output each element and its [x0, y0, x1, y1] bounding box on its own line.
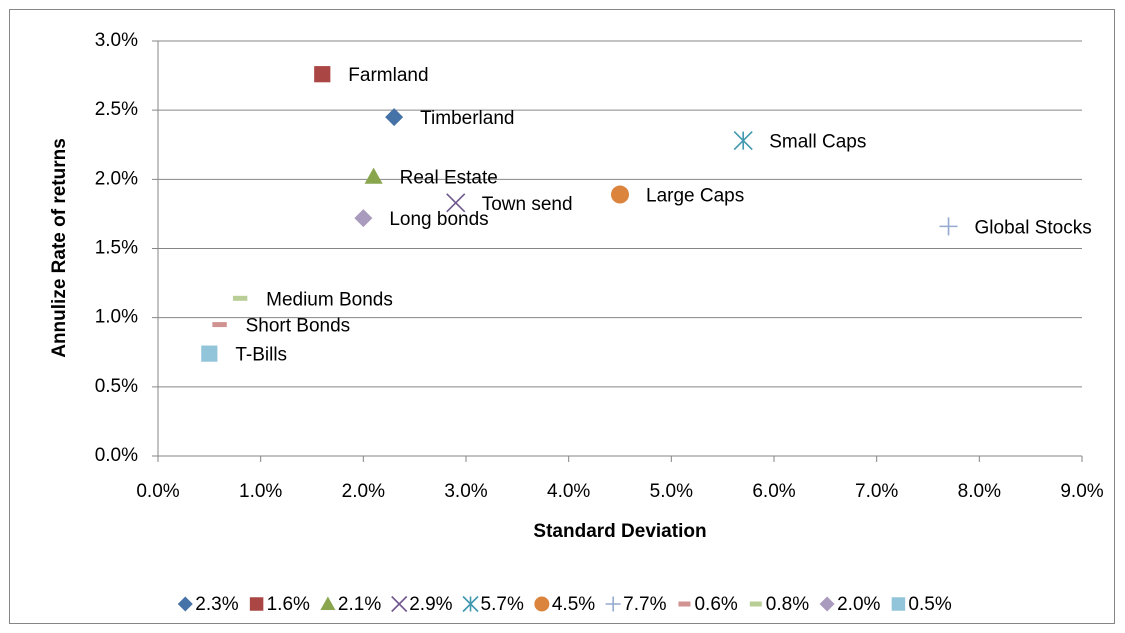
marker-shape [733, 131, 753, 151]
legend-label: 2.9% [409, 594, 452, 615]
marker [939, 217, 958, 236]
marker [320, 596, 336, 610]
y-axis-title: Annulize Rate of returns [49, 138, 70, 358]
x-tick-label: 8.0% [958, 481, 1001, 502]
marker [201, 345, 218, 362]
x-tick-label: 4.0% [547, 481, 590, 502]
legend-label: 0.6% [694, 594, 737, 615]
marker [891, 597, 906, 611]
data-label: Large Caps [646, 186, 744, 207]
x-tick-label: 1.0% [239, 481, 282, 502]
marker-shape [177, 596, 193, 612]
marker [314, 66, 331, 83]
marker [611, 185, 629, 204]
y-tick-label: 2.5% [95, 99, 138, 120]
marker-shape [749, 601, 762, 607]
data-label: Town send [482, 194, 573, 215]
data-label: Small Caps [769, 132, 866, 153]
x-tick-label: 0.0% [136, 481, 179, 502]
marker [446, 193, 466, 213]
marker [177, 596, 193, 612]
marker-shape [249, 597, 264, 611]
x-tick-label: 3.0% [444, 481, 487, 502]
marker-shape [201, 345, 218, 362]
legend-label: 0.8% [766, 594, 809, 615]
chart-border [9, 9, 1115, 624]
legend-label: 2.0% [837, 594, 880, 615]
legend: 2.3% 1.6% 2.1% 2.9% 5.7% 4.5% 7.7% 0.6% 0.8% 2.0%… [177, 594, 952, 615]
x-tick-label: 7.0% [855, 481, 898, 502]
marker [605, 596, 621, 612]
y-tick-label: 0.0% [95, 445, 138, 466]
data-label: Medium Bonds [266, 289, 393, 310]
marker-shape [611, 185, 629, 204]
data-label: T-Bills [235, 345, 287, 366]
marker-shape [534, 596, 550, 612]
marker [232, 295, 248, 301]
y-tick-label: 2.0% [95, 168, 138, 189]
marker-shape [354, 209, 373, 228]
marker [678, 601, 691, 607]
marker-shape [446, 193, 466, 213]
x-tick-label: 5.0% [650, 481, 693, 502]
marker-shape [314, 66, 331, 83]
legend-label: 0.5% [908, 594, 951, 615]
marker-shape [678, 601, 691, 607]
marker-shape [605, 596, 621, 612]
marker [462, 595, 479, 613]
marker [819, 596, 835, 612]
legend-label: 1.6% [267, 594, 310, 615]
y-tick-label: 1.5% [95, 238, 138, 259]
x-tick-label: 6.0% [752, 481, 795, 502]
marker [212, 322, 227, 328]
data-label: Long bonds [389, 209, 488, 230]
legend-label: 4.5% [552, 594, 595, 615]
marker-shape [939, 217, 958, 236]
marker-shape [364, 167, 383, 184]
y-tick-label: 3.0% [95, 30, 138, 51]
data-label: Timberland [420, 108, 514, 129]
marker-shape [320, 596, 336, 610]
x-tick-label: 2.0% [342, 481, 385, 502]
y-tick-label: 1.0% [95, 307, 138, 328]
marker-shape [385, 108, 404, 127]
marker [354, 209, 373, 228]
data-label: Farmland [348, 65, 428, 86]
legend-label: 5.7% [481, 594, 524, 615]
marker-shape [232, 295, 248, 301]
marker [391, 595, 408, 613]
marker-shape [212, 322, 227, 328]
marker-shape [391, 595, 408, 613]
marker-shape [462, 595, 479, 613]
marker [385, 108, 404, 127]
legend-label: 2.3% [195, 594, 238, 615]
data-label: Global Stocks [975, 217, 1092, 238]
marker [534, 596, 550, 612]
marker [364, 167, 383, 184]
marker [733, 131, 753, 151]
legend-label: 7.7% [623, 594, 666, 615]
marker-shape [891, 597, 906, 611]
data-label: Short Bonds [246, 316, 351, 337]
marker [249, 597, 264, 611]
y-tick-label: 0.5% [95, 376, 138, 397]
x-axis-title: Standard Deviation [533, 521, 706, 542]
legend-label: 2.1% [338, 594, 381, 615]
x-tick-label: 9.0% [1060, 481, 1103, 502]
data-label: Real Estate [400, 168, 498, 189]
marker-shape [819, 596, 835, 612]
marker [749, 601, 762, 607]
